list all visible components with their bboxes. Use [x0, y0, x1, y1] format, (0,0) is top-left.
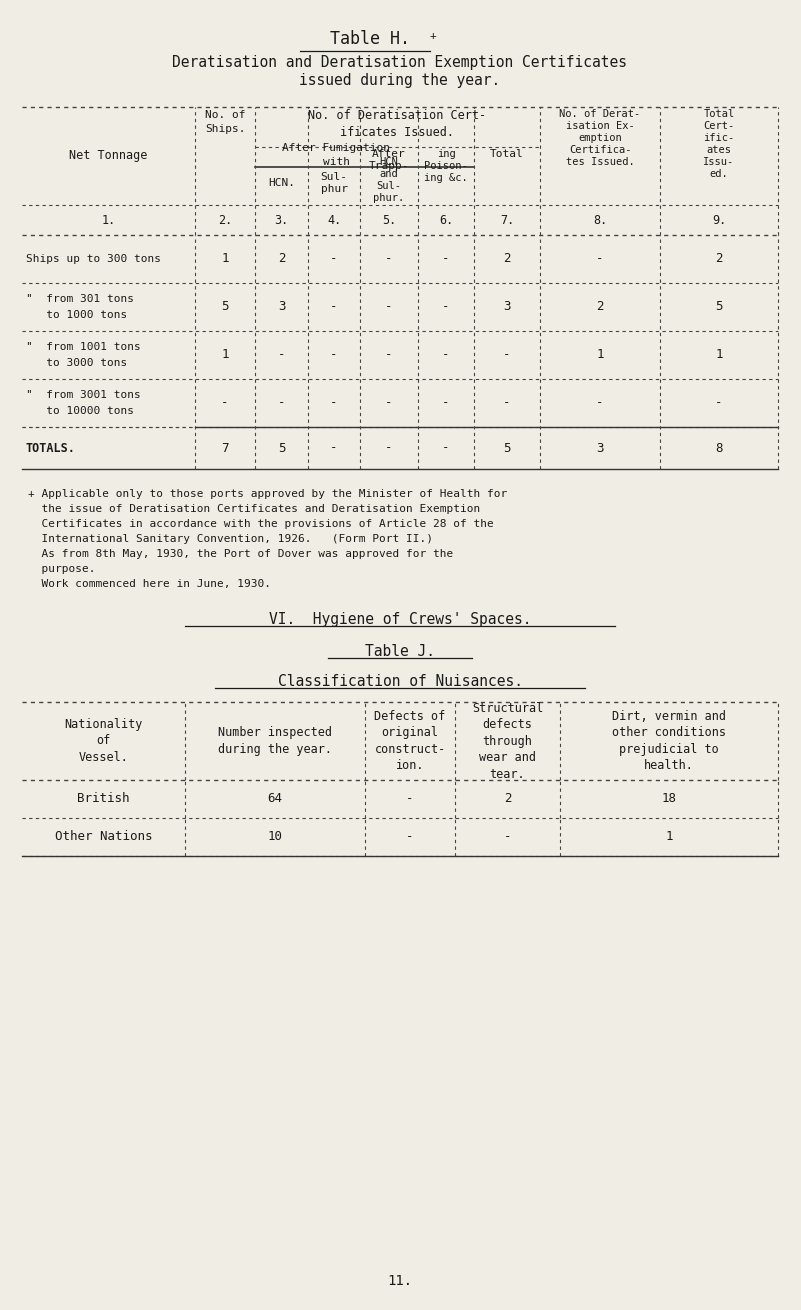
Text: Net Tonnage: Net Tonnage: [70, 149, 147, 162]
Text: -: -: [278, 348, 285, 362]
Text: After Fumigation
with: After Fumigation with: [283, 143, 391, 166]
Text: "  from 301 tons: " from 301 tons: [26, 293, 134, 304]
Text: Structural
defects
through
wear and
tear.: Structural defects through wear and tear…: [472, 701, 543, 781]
Text: -: -: [504, 831, 511, 844]
Text: 1.: 1.: [102, 214, 115, 227]
Text: -: -: [406, 793, 414, 806]
Text: 1: 1: [715, 348, 723, 362]
Text: -: -: [385, 441, 392, 455]
Text: -: -: [442, 348, 449, 362]
Text: -: -: [330, 300, 338, 313]
Text: 18: 18: [662, 793, 677, 806]
Text: 3: 3: [503, 300, 511, 313]
Text: 5: 5: [715, 300, 723, 313]
Text: TOTALS.: TOTALS.: [26, 441, 76, 455]
Text: Total: Total: [490, 149, 524, 159]
Text: 1: 1: [221, 253, 229, 266]
Text: "  from 3001 tons: " from 3001 tons: [26, 390, 141, 400]
Text: Table H.: Table H.: [330, 30, 410, 48]
Text: 11.: 11.: [388, 1275, 413, 1288]
Text: +: +: [429, 31, 437, 41]
Text: 8: 8: [715, 441, 723, 455]
Text: 2: 2: [715, 253, 723, 266]
Text: to 3000 tons: to 3000 tons: [26, 358, 127, 368]
Text: 2: 2: [596, 300, 604, 313]
Text: Dirt, vermin and
other conditions
prejudicial to
health.: Dirt, vermin and other conditions prejud…: [612, 710, 726, 773]
Text: 1: 1: [596, 348, 604, 362]
Text: Ships up to 300 tons: Ships up to 300 tons: [26, 254, 161, 265]
Text: 64: 64: [268, 793, 283, 806]
Text: International Sanitary Convention, 1926.   (Form Port II.): International Sanitary Convention, 1926.…: [28, 534, 433, 544]
Text: Nationality
of
Vessel.: Nationality of Vessel.: [64, 718, 143, 764]
Text: purpose.: purpose.: [28, 565, 95, 574]
Text: No. of
Ships.: No. of Ships.: [205, 110, 245, 134]
Text: -: -: [442, 397, 449, 410]
Text: Total
Cert-
ific-
ates
Issu-
ed.: Total Cert- ific- ates Issu- ed.: [703, 109, 735, 179]
Text: 4.: 4.: [327, 214, 341, 227]
Text: -: -: [406, 831, 414, 844]
Text: -: -: [596, 397, 604, 410]
Text: Sul-
phur: Sul- phur: [320, 172, 348, 194]
Text: Work commenced here in June, 1930.: Work commenced here in June, 1930.: [28, 579, 271, 590]
Text: 8.: 8.: [593, 214, 607, 227]
Text: -: -: [385, 300, 392, 313]
Text: 3: 3: [278, 300, 285, 313]
Text: Certificates in accordance with the provisions of Article 28 of the: Certificates in accordance with the prov…: [28, 519, 493, 529]
Text: 2: 2: [503, 253, 511, 266]
Text: Deratisation and Deratisation Exemption Certificates: Deratisation and Deratisation Exemption …: [172, 55, 627, 69]
Text: Defects of
original
construct-
ion.: Defects of original construct- ion.: [374, 710, 445, 773]
Text: 5: 5: [221, 300, 229, 313]
Text: -: -: [385, 348, 392, 362]
Text: the issue of Deratisation Certificates and Deratisation Exemption: the issue of Deratisation Certificates a…: [28, 504, 481, 514]
Text: 7.: 7.: [500, 214, 514, 227]
Text: -: -: [278, 397, 285, 410]
Text: As from 8th May, 1930, the Port of Dover was approved for the: As from 8th May, 1930, the Port of Dover…: [28, 549, 453, 559]
Text: -: -: [330, 397, 338, 410]
Text: 9.: 9.: [712, 214, 727, 227]
Text: -: -: [442, 441, 449, 455]
Text: Table J.: Table J.: [365, 645, 435, 659]
Text: 10: 10: [268, 831, 283, 844]
Text: 3.: 3.: [275, 214, 288, 227]
Text: Classification of Nuisances.: Classification of Nuisances.: [277, 675, 522, 689]
Text: + Applicable only to those ports approved by the Minister of Health for: + Applicable only to those ports approve…: [28, 489, 507, 499]
Text: to 10000 tons: to 10000 tons: [26, 406, 134, 417]
Text: 1: 1: [221, 348, 229, 362]
Text: British: British: [77, 793, 130, 806]
Text: After
Trapp-: After Trapp-: [368, 149, 409, 172]
Text: HCN.: HCN.: [268, 178, 295, 189]
Text: -: -: [385, 253, 392, 266]
Text: 2: 2: [504, 793, 511, 806]
Text: ing
Poison-
ing &c.: ing Poison- ing &c.: [424, 149, 468, 183]
Text: -: -: [442, 300, 449, 313]
Text: No. of Deratisation Cert-
ificates Issued.: No. of Deratisation Cert- ificates Issue…: [308, 109, 486, 139]
Text: 1: 1: [666, 831, 673, 844]
Text: HCN
and
Sul-
phur.: HCN and Sul- phur.: [373, 157, 405, 203]
Text: -: -: [503, 348, 511, 362]
Text: to 1000 tons: to 1000 tons: [26, 310, 127, 320]
Text: No. of Derat-
isation Ex-
emption
Certifica-
tes Issued.: No. of Derat- isation Ex- emption Certif…: [559, 109, 641, 166]
Text: 5: 5: [278, 441, 285, 455]
Text: VI.  Hygiene of Crews' Spaces.: VI. Hygiene of Crews' Spaces.: [269, 612, 531, 627]
Text: -: -: [330, 348, 338, 362]
Text: 3: 3: [596, 441, 604, 455]
Text: -: -: [715, 397, 723, 410]
Text: 2: 2: [278, 253, 285, 266]
Text: -: -: [442, 253, 449, 266]
Text: -: -: [330, 441, 338, 455]
Text: -: -: [385, 397, 392, 410]
Text: -: -: [330, 253, 338, 266]
Text: issued during the year.: issued during the year.: [300, 73, 501, 88]
Text: 5: 5: [503, 441, 511, 455]
Text: 7: 7: [221, 441, 229, 455]
Text: Other Nations: Other Nations: [54, 831, 152, 844]
Text: -: -: [596, 253, 604, 266]
Text: -: -: [221, 397, 229, 410]
Text: -: -: [503, 397, 511, 410]
Text: Number inspected
during the year.: Number inspected during the year.: [218, 726, 332, 756]
Text: 2.: 2.: [218, 214, 232, 227]
Text: 6.: 6.: [439, 214, 453, 227]
Text: "  from 1001 tons: " from 1001 tons: [26, 342, 141, 352]
Text: 5.: 5.: [382, 214, 396, 227]
